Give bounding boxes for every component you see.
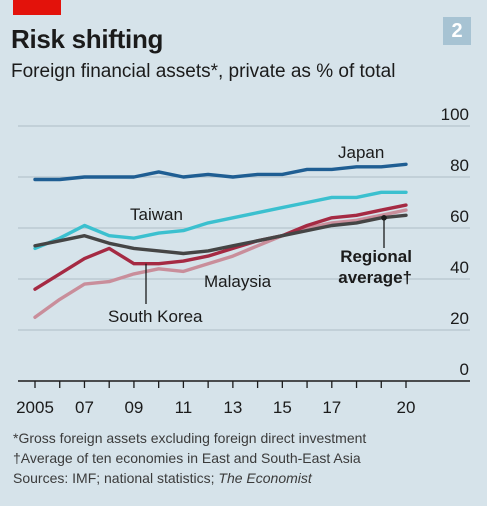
marker-regional-average	[381, 215, 387, 221]
chart-number-badge: 2	[443, 17, 471, 45]
series-line-japan	[33, 162, 408, 182]
x-tick-label-2017: 17	[322, 398, 341, 417]
series-line-taiwan	[33, 190, 408, 251]
x-tick-label-2007: 07	[75, 398, 94, 417]
annotation-taiwan: Taiwan	[130, 205, 183, 224]
annotation-japan: Japan	[338, 143, 384, 162]
footnote-regional-average: †Average of ten economies in East and So…	[13, 450, 361, 466]
chart-subtitle: Foreign financial assets*, private as % …	[11, 61, 396, 82]
x-tick-label-2020: 20	[397, 398, 416, 417]
x-tick-label-2013: 13	[223, 398, 242, 417]
brand-red-tag	[13, 0, 61, 15]
series-line-south-korea	[33, 203, 408, 291]
annotation-south-korea: South Korea	[108, 307, 203, 326]
y-tick-label-100: 100	[441, 105, 469, 124]
series-line-regional-average	[33, 213, 408, 256]
x-tick-label-2009: 09	[124, 398, 143, 417]
gridlines	[18, 125, 470, 331]
y-tick-label-0: 0	[460, 360, 469, 379]
x-tick-label-2015: 15	[273, 398, 292, 417]
series-line-malaysia	[33, 208, 408, 319]
footnote-definition: *Gross foreign assets excluding foreign …	[13, 430, 367, 446]
y-tick-label-40: 40	[450, 258, 469, 277]
footnote-sources: Sources: IMF; national statistics; The E…	[13, 468, 366, 488]
sources-text: Sources: IMF; national statistics;	[13, 470, 219, 486]
y-tick-label-60: 60	[450, 207, 469, 226]
y-tick-label-80: 80	[450, 156, 469, 175]
line-chart: 0 20 40 60 80 100 2005 07 09 11 13 15 17 20 Japan Ta…	[16, 105, 470, 417]
series-annotations: Japan Taiwan Malaysia South Korea Region…	[108, 143, 412, 326]
x-axis: 2005 07 09 11 13 15 17 20	[16, 380, 470, 417]
x-tick-label-2005: 2005	[16, 398, 54, 417]
annotation-malaysia: Malaysia	[204, 272, 272, 291]
annotation-regional-average-line2: average†	[338, 268, 412, 287]
y-tick-label-20: 20	[450, 309, 469, 328]
sources-publication: The Economist	[218, 470, 312, 486]
chart-title: Risk shifting	[11, 24, 164, 54]
x-tick-label-2011: 11	[175, 398, 193, 417]
annotation-regional-average-line1: Regional	[340, 247, 412, 266]
footnotes: *Gross foreign assets excluding foreign …	[13, 428, 366, 488]
series-lines	[33, 162, 408, 319]
y-axis-tick-labels: 0 20 40 60 80 100	[441, 105, 469, 379]
